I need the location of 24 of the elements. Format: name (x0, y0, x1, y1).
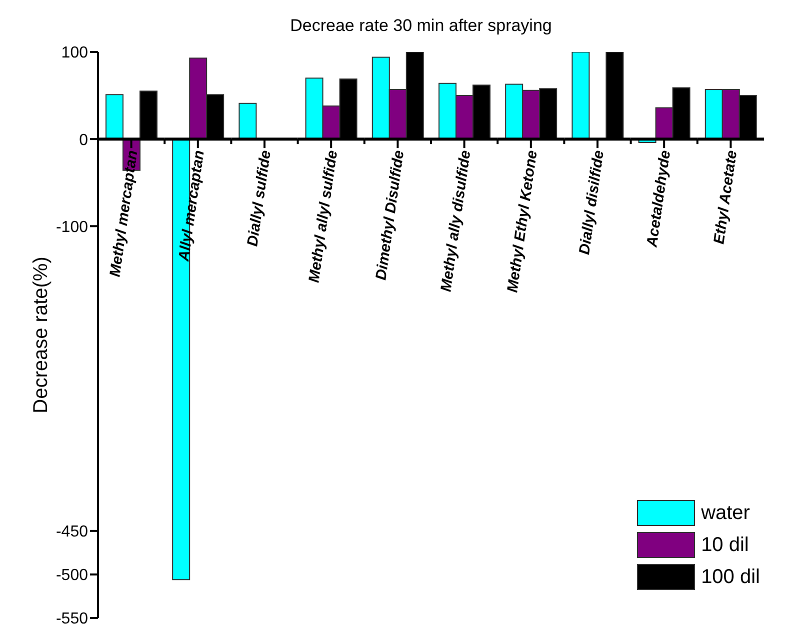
x-tick-label: Methyl ally disulfide (438, 149, 474, 293)
y-tick-label: 0 (79, 132, 88, 149)
x-tick-label: Methyl Ethyl Ketone (504, 149, 541, 294)
bar (572, 52, 590, 140)
y-axis-title: Decrease rate(%) (30, 256, 52, 414)
x-tick-label: Methyl allyl sulfide (306, 149, 342, 284)
x-tick-label: Allyl mercaptan (175, 149, 208, 264)
y-tick-label: -500 (56, 567, 88, 584)
x-tick-label: Diallyl disilfide (576, 149, 608, 256)
legend-label: 10 dil (701, 534, 749, 556)
x-tick-label: Acetaldehyde (644, 149, 674, 250)
x-tick-label: Ethyl Acetate (710, 149, 741, 246)
y-tick-label: -550 (56, 610, 88, 628)
x-tick-label: Dimethyl Disulfide (372, 149, 408, 282)
chart-title: Decreae rate 30 min after spraying (289, 15, 553, 37)
y-tick-label: 100 (61, 44, 88, 62)
y-tick-label: -450 (56, 524, 88, 541)
x-tick-label: Diallyl sulfide (244, 149, 274, 248)
y-tick-label: -100 (56, 218, 88, 236)
x-tick-label: Methyl mercaptan (106, 149, 142, 278)
legend-label: 100 dil (701, 566, 760, 588)
legend-label: water (701, 502, 750, 524)
bar (105, 94, 124, 140)
bar (238, 102, 257, 140)
